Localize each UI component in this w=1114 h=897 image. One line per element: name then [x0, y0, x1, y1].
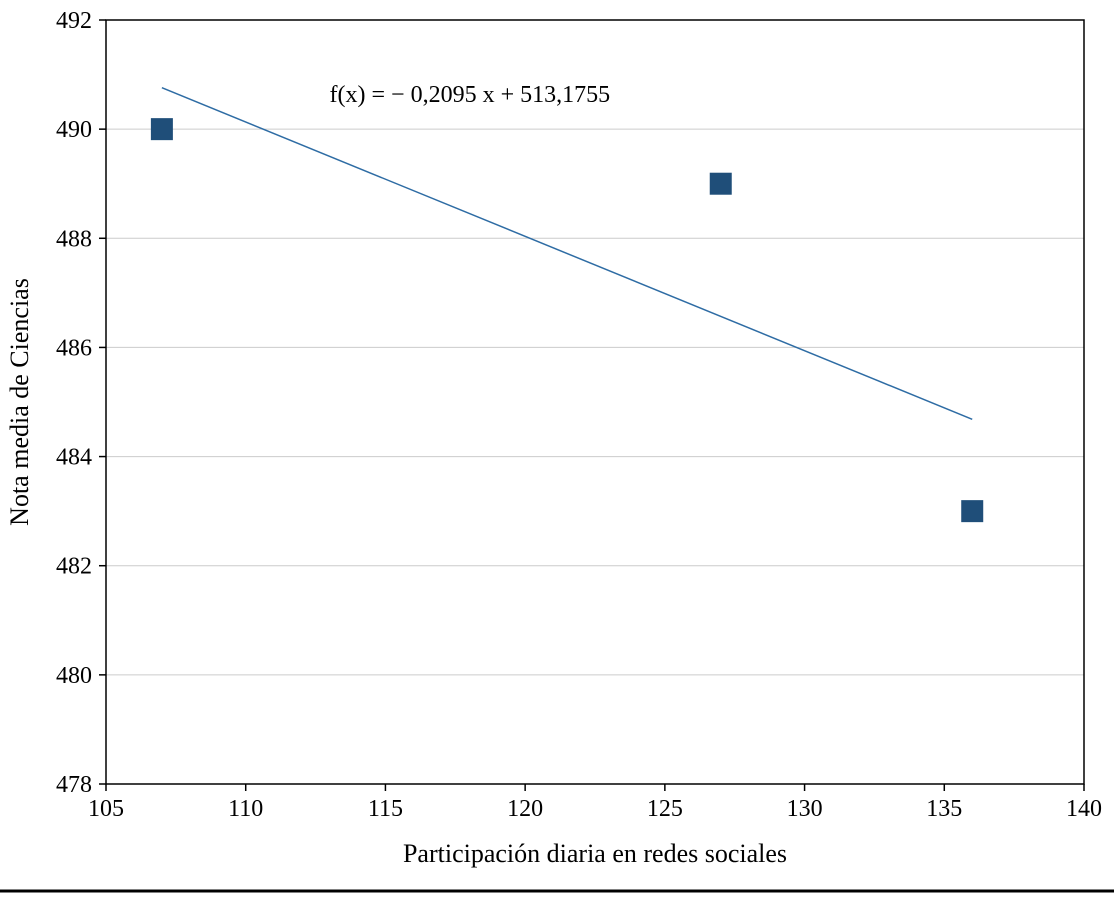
x-tick-label: 120 [507, 796, 543, 822]
y-tick-label: 492 [56, 8, 92, 34]
x-tick-label: 125 [647, 796, 683, 822]
chart-svg: 105 110 115 120 125 130 135 140 478 480 482 484 486 4… [0, 0, 1114, 897]
x-tick-label: 115 [368, 796, 403, 822]
x-tick-label: 130 [787, 796, 823, 822]
y-tick-label: 488 [56, 226, 92, 252]
data-point [710, 173, 732, 195]
equation-label: f(x) = − 0,2095 x + 513,1755 [330, 82, 611, 108]
y-axis-title: Nota media de Ciencias [5, 278, 34, 526]
x-axis-title: Participación diaria en redes sociales [403, 839, 787, 868]
y-tick-label: 490 [56, 117, 92, 143]
x-tick-label: 110 [228, 796, 263, 822]
x-tick-label: 105 [88, 796, 124, 822]
scatter-chart: 105 110 115 120 125 130 135 140 478 480 482 484 486 4… [0, 0, 1114, 897]
y-tick-label: 482 [56, 554, 92, 580]
x-tick-label: 140 [1066, 796, 1102, 822]
data-point [961, 500, 983, 522]
y-tick-label: 480 [56, 663, 92, 689]
x-tick-label: 135 [926, 796, 962, 822]
y-tick-label: 478 [56, 772, 92, 798]
data-point [151, 118, 173, 140]
y-tick-label: 484 [56, 445, 92, 471]
y-tick-label: 486 [56, 335, 92, 361]
